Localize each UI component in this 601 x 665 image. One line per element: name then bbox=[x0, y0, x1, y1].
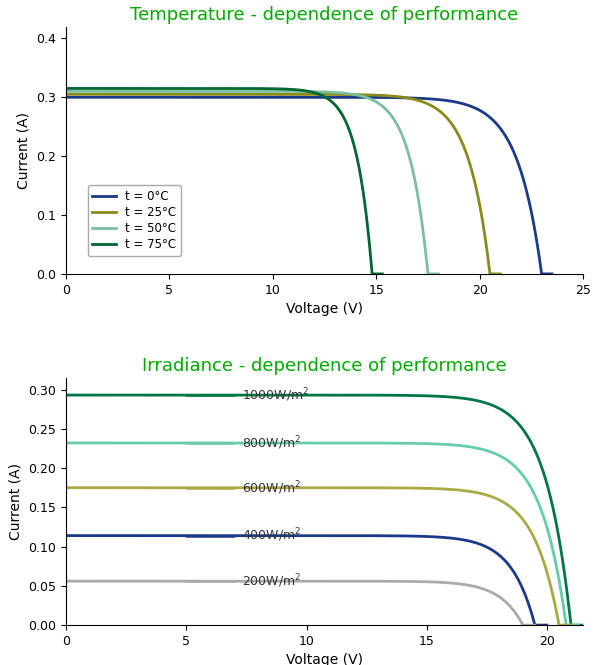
t = 0°C bbox=[534, 243, 542, 251]
t = 75°C bbox=[370, 270, 377, 278]
t = 50°C bbox=[356, 92, 363, 100]
t = 25°C bbox=[484, 252, 491, 260]
t = 50°C bbox=[234, 87, 241, 95]
Title: Temperature - dependence of performance: Temperature - dependence of performance bbox=[130, 6, 519, 24]
t = 0°C bbox=[538, 270, 545, 278]
Line: t = 25°C: t = 25°C bbox=[66, 94, 500, 274]
t = 50°C bbox=[243, 87, 251, 95]
t = 50°C bbox=[424, 263, 431, 271]
t = 0°C bbox=[534, 244, 542, 252]
t = 0°C bbox=[445, 97, 453, 105]
t = 50°C bbox=[63, 87, 70, 95]
t = 75°C bbox=[79, 84, 86, 92]
t = 25°C bbox=[63, 90, 70, 98]
Y-axis label: Current (A): Current (A) bbox=[17, 112, 31, 189]
t = 25°C bbox=[486, 270, 493, 278]
t = 75°C bbox=[368, 270, 376, 278]
Text: 600W/m$^2$: 600W/m$^2$ bbox=[242, 479, 301, 497]
t = 75°C bbox=[208, 84, 215, 92]
Title: Irradiance - dependence of performance: Irradiance - dependence of performance bbox=[142, 357, 507, 375]
Y-axis label: Current (A): Current (A) bbox=[9, 463, 23, 540]
t = 50°C bbox=[435, 270, 442, 278]
Text: 1000W/m$^2$: 1000W/m$^2$ bbox=[242, 386, 309, 404]
t = 25°C bbox=[484, 250, 491, 258]
t = 0°C bbox=[63, 93, 70, 101]
t = 0°C bbox=[548, 270, 555, 278]
t = 0°C bbox=[286, 93, 293, 101]
t = 75°C bbox=[63, 84, 70, 92]
t = 75°C bbox=[216, 84, 224, 92]
t = 25°C bbox=[404, 94, 412, 102]
t = 75°C bbox=[311, 89, 319, 97]
t = 25°C bbox=[273, 90, 281, 98]
Line: t = 0°C: t = 0°C bbox=[66, 97, 552, 274]
t = 0°C bbox=[87, 93, 94, 101]
t = 25°C bbox=[496, 270, 504, 278]
Legend: t = 0°C, t = 25°C, t = 50°C, t = 75°C: t = 0°C, t = 25°C, t = 50°C, t = 75°C bbox=[88, 186, 181, 255]
t = 50°C bbox=[424, 270, 432, 278]
t = 75°C bbox=[379, 270, 386, 278]
X-axis label: Voltage (V): Voltage (V) bbox=[286, 654, 363, 665]
X-axis label: Voltage (V): Voltage (V) bbox=[286, 302, 363, 316]
Text: 200W/m$^2$: 200W/m$^2$ bbox=[242, 573, 301, 590]
Text: 800W/m$^2$: 800W/m$^2$ bbox=[242, 434, 301, 452]
t = 25°C bbox=[262, 90, 269, 98]
Line: t = 75°C: t = 75°C bbox=[66, 88, 382, 274]
Text: 400W/m$^2$: 400W/m$^2$ bbox=[242, 527, 301, 545]
t = 75°C bbox=[370, 270, 377, 278]
t = 0°C bbox=[299, 93, 306, 101]
t = 25°C bbox=[85, 90, 92, 98]
t = 50°C bbox=[82, 87, 89, 95]
t = 50°C bbox=[424, 265, 431, 273]
Line: t = 50°C: t = 50°C bbox=[66, 91, 438, 274]
